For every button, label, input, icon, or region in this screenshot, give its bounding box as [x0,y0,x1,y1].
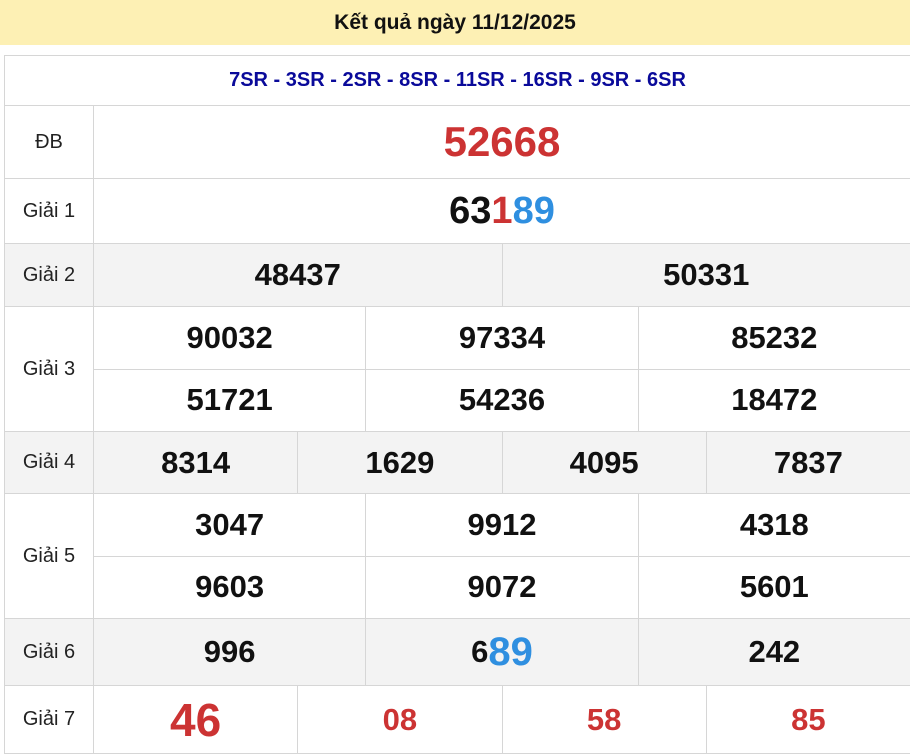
prize-number: 85 [706,686,910,753]
number-segment: 5601 [740,569,809,605]
number-segment: 50331 [663,257,749,293]
number-segment: 46 [170,693,221,747]
prize-number: 48437 [94,244,502,306]
number-segment: 85232 [731,320,817,356]
prize-number: 9912 [365,494,637,556]
prize-number: 996 [94,619,365,685]
prize-row: Giải 7 46 08 58 85 [5,686,910,754]
number-segment: 9072 [468,569,537,605]
prize-label: Giải 1 [5,179,94,243]
number-segment: 89 [488,630,533,675]
prize-label: Giải 2 [5,244,94,306]
number-segment: 1629 [365,445,434,481]
prize-number: 97334 [365,307,637,369]
prize-row: ĐB 52668 [5,106,910,179]
prize-number: 51721 [94,370,365,432]
prize-row: Giải 4 8314 1629 4095 7837 [5,432,910,494]
prize-number: 46 [94,686,297,753]
prize-label: Giải 4 [5,432,94,493]
number-segment: 54236 [459,382,545,418]
number-segment: 08 [383,702,417,738]
prize-number: 85232 [638,307,910,369]
prize-number: 4318 [638,494,910,556]
number-segment: 8314 [161,445,230,481]
prize-number: 3047 [94,494,365,556]
number-segment: 9603 [195,569,264,605]
prize-number: 54236 [365,370,637,432]
number-segment: 4318 [740,507,809,543]
prize-number: 5601 [638,557,910,619]
prize-row: Giải 3 90032 97334 85232 51721 54236 18472 [5,307,910,432]
number-segment: 48437 [255,257,341,293]
number-segment: 3047 [195,507,264,543]
prize-row: Giải 5 3047 9912 4318 9603 9072 5601 [5,494,910,619]
number-segment: 85 [791,702,825,738]
number-segment: 7837 [774,445,843,481]
prize-number: 1629 [297,432,501,493]
prize-number: 9072 [365,557,637,619]
number-segment: 52668 [444,118,561,166]
number-segment: 4095 [570,445,639,481]
number-segment: 90032 [187,320,273,356]
prize-number: 90032 [94,307,365,369]
prize-row: Giải 2 48437 50331 [5,244,910,307]
number-segment: 18472 [731,382,817,418]
prize-label: Giải 5 [5,494,94,618]
prize-label: Giải 7 [5,686,94,753]
prize-number: 08 [297,686,501,753]
number-segment: 9912 [468,507,537,543]
number-segment: 89 [513,190,555,233]
number-segment: 58 [587,702,621,738]
number-segment: 6 [471,634,488,670]
prize-label: ĐB [5,106,94,178]
prize-number: 9603 [94,557,365,619]
prize-label: Giải 3 [5,307,94,431]
prize-number: 50331 [502,244,910,306]
number-segment: 97334 [459,320,545,356]
results-table: 7SR - 3SR - 2SR - 8SR - 11SR - 16SR - 9S… [4,55,910,754]
number-segment: 996 [204,634,256,670]
number-segment: 51721 [187,382,273,418]
prize-number: 7837 [706,432,910,493]
results-date-header: Kết quả ngày 11/12/2025 [0,0,910,45]
prize-number: 18472 [638,370,910,432]
prize-number: 58 [502,686,706,753]
number-segment: 1 [491,190,512,233]
prize-number: 4095 [502,432,706,493]
prize-label: Giải 6 [5,619,94,685]
prize-number: 242 [638,619,910,685]
prize-number: 52668 [94,106,910,178]
number-segment: 63 [449,190,491,233]
draw-codes: 7SR - 3SR - 2SR - 8SR - 11SR - 16SR - 9S… [5,56,910,106]
number-segment: 242 [748,634,800,670]
prize-number: 8314 [94,432,297,493]
